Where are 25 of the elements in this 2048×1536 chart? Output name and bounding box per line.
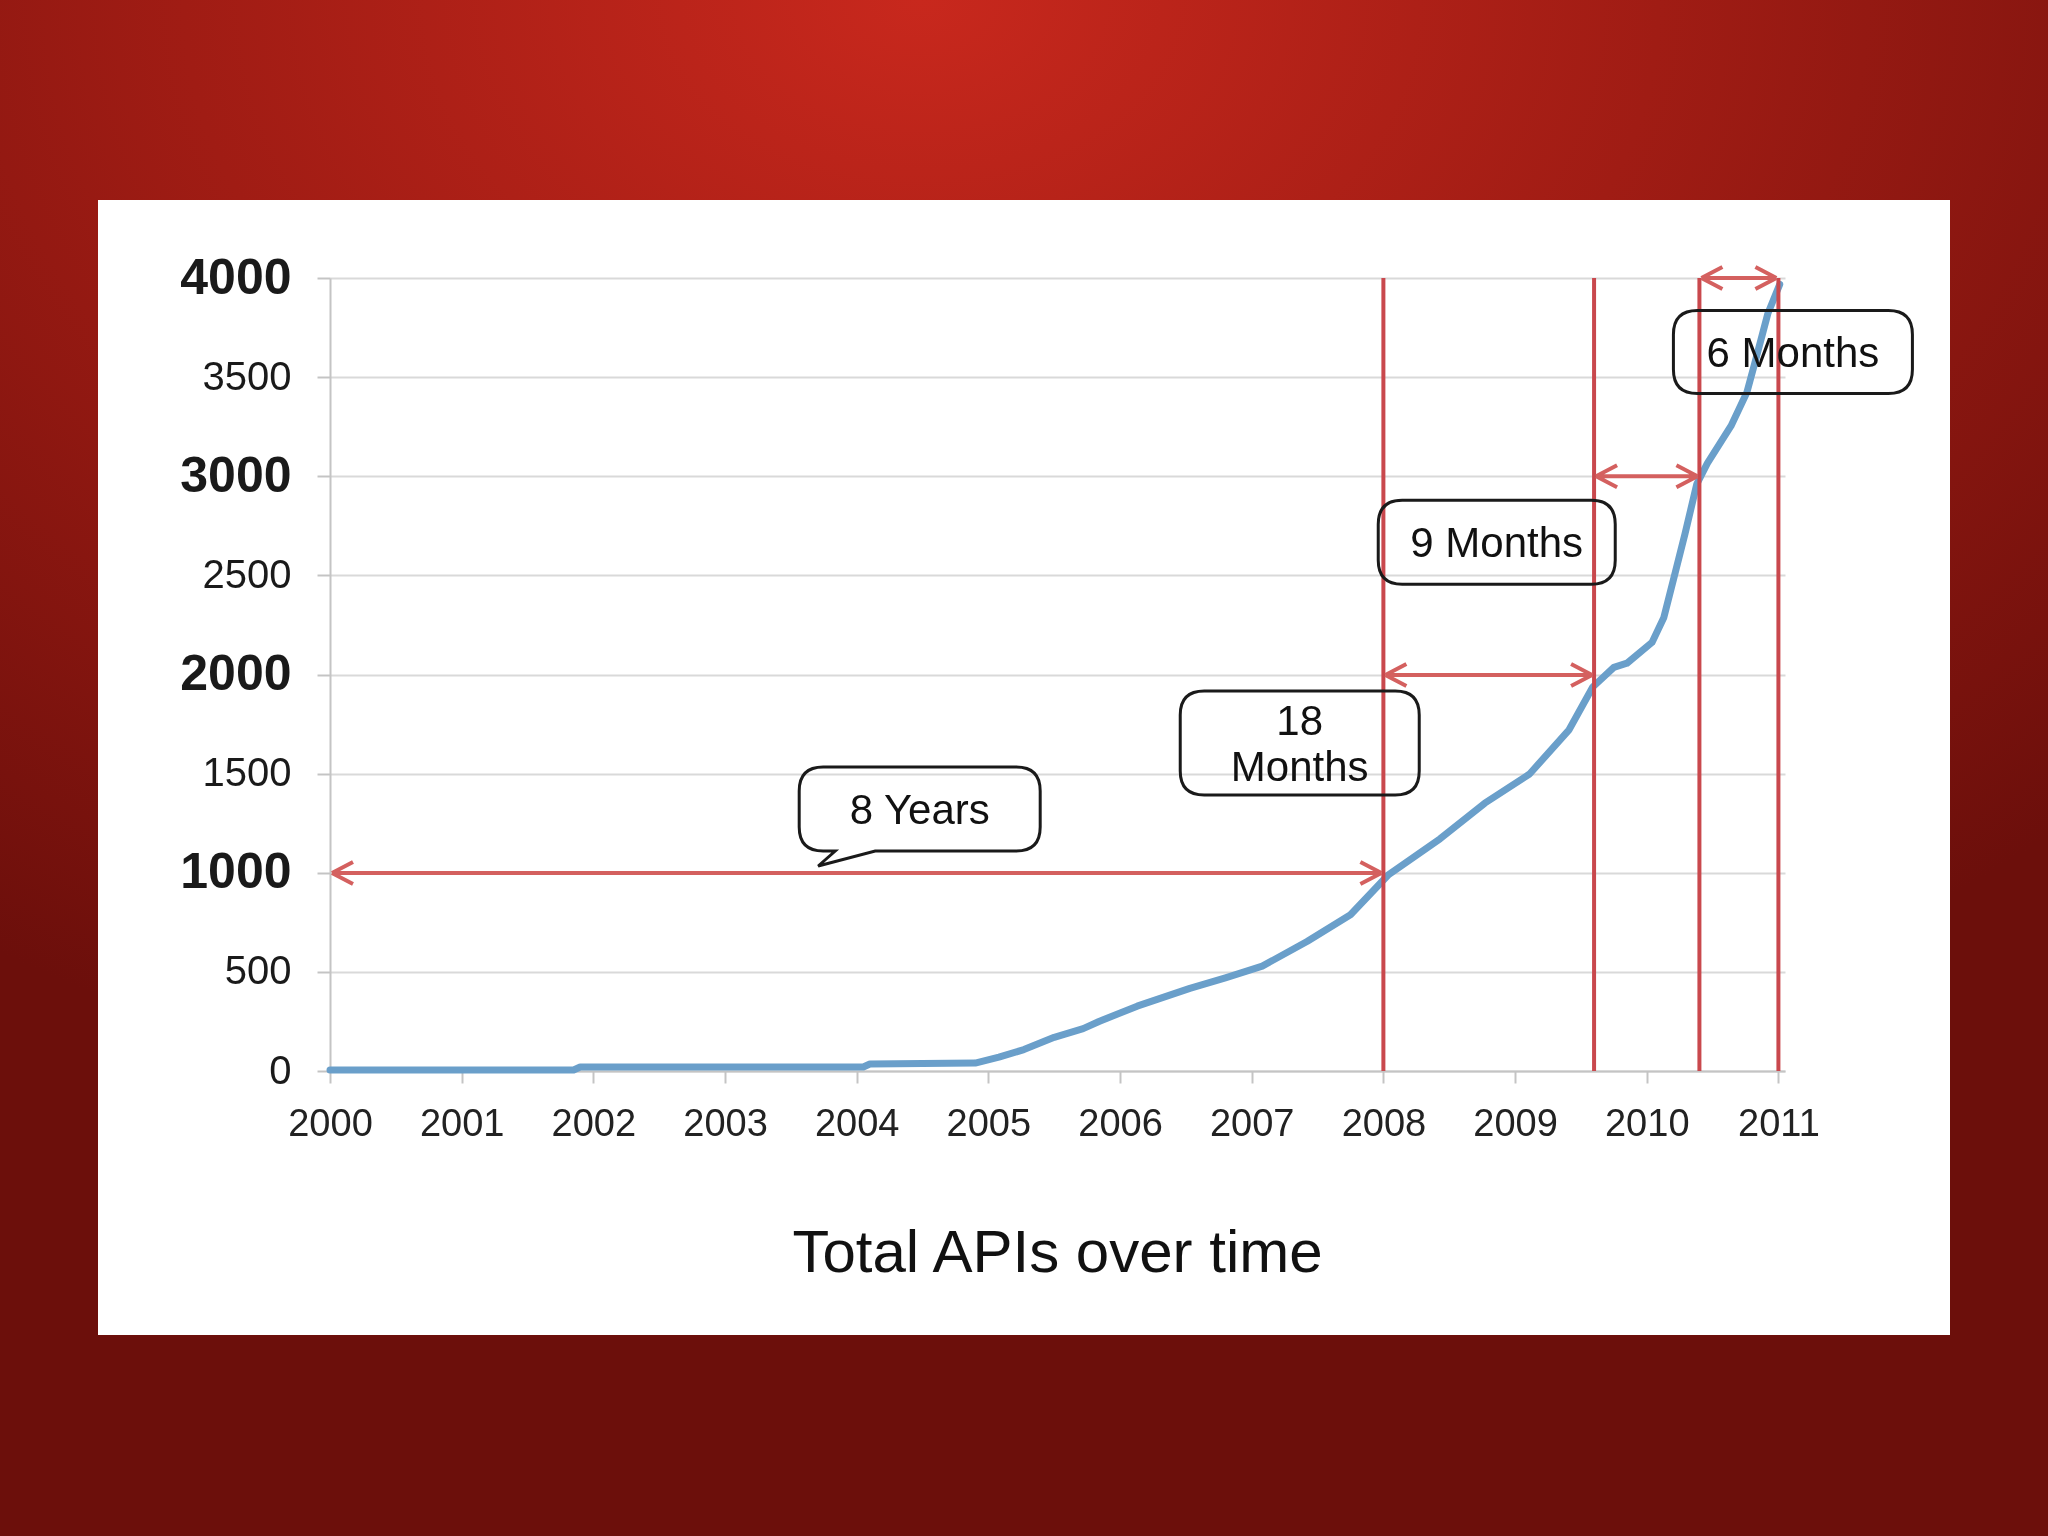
x-tick-label: 2008 bbox=[1341, 1101, 1427, 1144]
text: Total APIs over time bbox=[792, 1218, 1323, 1285]
x-tick-label: 2002 bbox=[551, 1101, 637, 1144]
y-tick-label: 3000 bbox=[180, 446, 292, 503]
y-tick-label: 3500 bbox=[202, 353, 292, 398]
annotation: 18 Months bbox=[1230, 697, 1369, 790]
x-tick-label: 2006 bbox=[1078, 1101, 1163, 1144]
x-tick-label: 2011 bbox=[1738, 1101, 1820, 1144]
x-tick-label: 2010 bbox=[1604, 1101, 1690, 1144]
x-tick-label: 2001 bbox=[419, 1101, 505, 1144]
x-tick-label: 2003 bbox=[683, 1101, 768, 1144]
y-tick-label: 2500 bbox=[202, 551, 292, 596]
y-tick-label: 4000 bbox=[180, 248, 292, 305]
y-tick-label: 1000 bbox=[180, 843, 292, 900]
y-tick-label: 0 bbox=[269, 1047, 292, 1092]
x-tick-label: 2007 bbox=[1209, 1101, 1295, 1144]
y-tick-label: 500 bbox=[224, 948, 292, 993]
x-tick-label: 2009 bbox=[1473, 1101, 1558, 1144]
x-tick-label: 2000 bbox=[288, 1101, 373, 1144]
x-tick-label: 2005 bbox=[946, 1101, 1032, 1144]
y-tick-label: 1500 bbox=[202, 750, 292, 795]
y-tick-label: 2000 bbox=[180, 645, 292, 701]
x-tick-label: 2004 bbox=[814, 1101, 900, 1144]
annotation: 8 Years bbox=[849, 786, 990, 833]
annotation: 9 Months bbox=[1410, 519, 1584, 567]
